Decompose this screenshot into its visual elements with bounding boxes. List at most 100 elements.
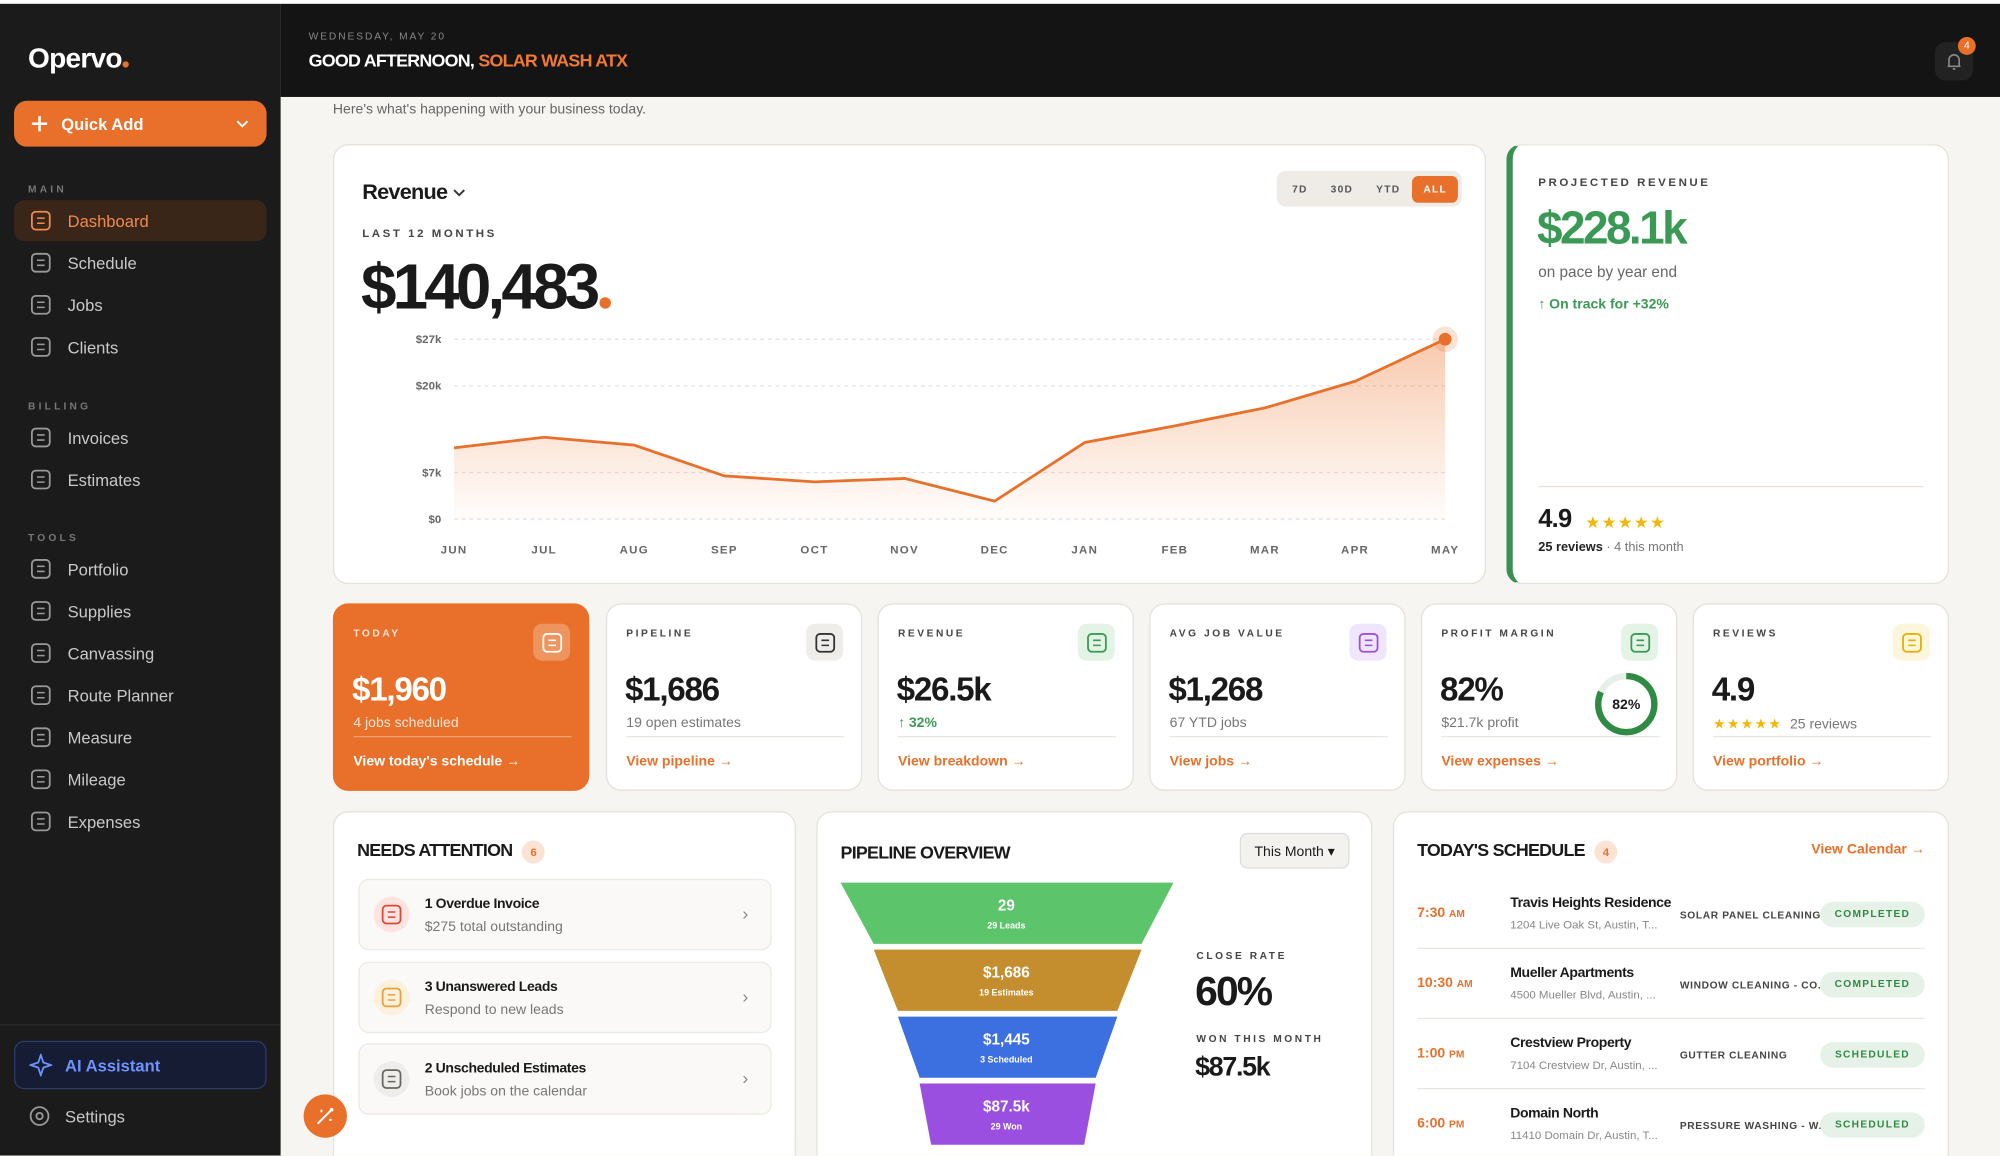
stars: ★★★★★: [1713, 716, 1783, 733]
kpi-value: $1,686: [624, 669, 720, 708]
nav-heading: MAIN: [28, 183, 67, 196]
chevron: ›: [742, 903, 749, 924]
attention-item-sub: Respond to new leads: [424, 1001, 564, 1018]
icon: [30, 469, 51, 490]
x-tick-label: JUL: [531, 545, 557, 557]
schedule-row[interactable]: 7:30 AM Travis Heights Residence 1204 Live …: [1394, 889, 1948, 953]
kpi-card[interactable]: AVG JOB VALUE $1,268 67 YTD jobs View jobs …: [1149, 603, 1406, 791]
quick-add-label: Quick Add: [61, 114, 144, 134]
kpi-link[interactable]: View expenses →: [1441, 753, 1559, 770]
range-option[interactable]: YTD: [1376, 183, 1401, 195]
kpi-link[interactable]: View portfolio →: [1713, 753, 1824, 770]
icon: [30, 601, 51, 621]
time-ampm: AM: [1449, 908, 1465, 920]
x-tick-label: MAY: [1431, 545, 1459, 557]
subtitle: Here's what's happening with your busine…: [332, 102, 647, 118]
range-option[interactable]: 30D: [1330, 183, 1354, 195]
nav-item[interactable]: Mileage: [14, 759, 267, 800]
time: 10:30 AM: [1417, 976, 1473, 991]
attention-item-title: 3 Unanswered Leads: [424, 978, 558, 995]
kpi-sub: $21.7k profit: [1441, 716, 1518, 731]
icon-shape: [30, 427, 51, 448]
kpi-card[interactable]: PROFIT MARGIN 82% $21.7k profit View expens…: [1420, 603, 1678, 791]
nav-label: Invoices: [67, 427, 129, 448]
icon: [814, 632, 835, 653]
divider: [1538, 485, 1924, 488]
x-tick-label: NOV: [890, 545, 919, 557]
range-switch: 7D 30D YTD ALL: [1276, 170, 1463, 207]
kpi-link[interactable]: View today's schedule →: [353, 753, 521, 770]
divider: [1417, 1017, 1925, 1020]
funnel-stage: [873, 949, 1142, 1011]
icon-shape: [36, 434, 45, 441]
attention-item-title: 1 Overdue Invoice: [424, 896, 540, 912]
nav-item[interactable]: Supplies: [14, 591, 267, 632]
ai-assistant-button[interactable]: AI Assistant: [14, 1040, 267, 1090]
divider: [1169, 735, 1388, 738]
kpi-sub-text: ↑ 32%: [897, 715, 937, 731]
attention-item[interactable]: 3 Unanswered Leads Respond to new leads ›: [358, 961, 772, 1033]
icon: [30, 727, 51, 748]
period-dropdown[interactable]: This Month ▾: [1239, 832, 1350, 869]
funnel-label: 3 Scheduled: [980, 1054, 1032, 1064]
kpi-card[interactable]: PIPELINE $1,686 19 open estimates View pipe…: [605, 603, 863, 791]
time-value: 7:30: [1417, 905, 1446, 921]
logo-text: Opervo: [28, 42, 122, 74]
kpi-link[interactable]: View jobs →: [1169, 753, 1253, 770]
icon-shape: [30, 643, 51, 663]
schedule-title-text: TODAY'S SCHEDULE: [1417, 839, 1585, 860]
reviews-line: 25 reviews · 4 this month: [1538, 541, 1683, 555]
kpi-link[interactable]: View pipeline →: [626, 753, 733, 770]
attention-item-sub: Book jobs on the calendar: [424, 1084, 587, 1100]
icon-shape: [30, 337, 51, 357]
nav-item[interactable]: Invoices: [14, 417, 267, 458]
revenue-total: $140,483: [361, 250, 611, 324]
nav-item[interactable]: Canvassing: [14, 633, 267, 674]
kpi-value: $1,268: [1168, 669, 1263, 708]
settings-item[interactable]: Settings: [14, 1096, 267, 1137]
kpi-card[interactable]: REVIEWS 4.9 ★★★★★ 25 reviews View portfolio …: [1692, 603, 1949, 791]
revenue-chart: $0 $7k $20k $27k JUN JUL AUG SEP OCT NOV DEC JAN FEB…: [416, 326, 1459, 557]
attention-item[interactable]: 1 Overdue Invoice $275 total outstanding ›: [358, 878, 772, 951]
kpi-link[interactable]: View breakdown →: [897, 753, 1026, 770]
icon-shape: [36, 476, 45, 483]
range-option[interactable]: 7D: [1292, 183, 1308, 195]
icon: [30, 643, 51, 663]
nav-item[interactable]: Dashboard: [14, 200, 267, 242]
nav-label: Canvassing: [67, 643, 155, 663]
nav-item[interactable]: Portfolio: [14, 548, 267, 589]
projected-status: ↑ On track for +32%: [1538, 297, 1669, 313]
chevron: [453, 189, 465, 197]
schedule-row[interactable]: 1:00 PM Crestview Property 7104 Crestview D…: [1394, 1029, 1948, 1093]
range-option[interactable]: ALL: [1411, 175, 1459, 203]
nav-item[interactable]: Estimates: [14, 459, 267, 500]
job-address: 4500 Mueller Blvd, Austin, ...: [1510, 988, 1656, 1002]
revenue-title[interactable]: Revenue: [362, 180, 465, 206]
kpi-card[interactable]: TODAY $1,960 4 jobs scheduled View today's …: [332, 603, 590, 791]
attention-card: NEEDS ATTENTION 6 1 Overdue Invoice $275 …: [332, 811, 796, 1156]
top-edge: [0, 0, 2000, 4]
funnel-value: 29: [998, 898, 1015, 915]
notification-button[interactable]: 4: [1934, 36, 1976, 81]
view-calendar-link[interactable]: View Calendar →: [1811, 841, 1925, 858]
nav-item[interactable]: Expenses: [14, 801, 267, 842]
nav-item[interactable]: Jobs: [14, 284, 267, 325]
divider: [0, 1024, 281, 1026]
quick-add-button[interactable]: Quick Add: [14, 100, 267, 147]
schedule-row[interactable]: 6:00 PM Domain North 11410 Domain Dr, Austi…: [1394, 1099, 1948, 1155]
chevron: ›: [742, 985, 749, 1006]
line: [453, 338, 1446, 503]
point: [1438, 332, 1452, 346]
nav-item[interactable]: Clients: [14, 327, 267, 368]
nav-item[interactable]: Measure: [14, 717, 267, 758]
x-tick-label: APR: [1341, 545, 1369, 557]
divider: [1417, 1088, 1925, 1090]
ai-label: AI Assistant: [65, 1055, 161, 1075]
floating-tool-button[interactable]: [303, 1094, 347, 1138]
kpi-icon: [1621, 623, 1659, 661]
kpi-card[interactable]: REVENUE $26.5k ↑ 32% View breakdown →: [877, 603, 1134, 791]
schedule-row[interactable]: 10:30 AM Mueller Apartments 4500 Mueller Bl…: [1394, 959, 1948, 1023]
nav-item[interactable]: Route Planner: [14, 675, 267, 716]
nav-item[interactable]: Schedule: [14, 242, 267, 283]
attention-item[interactable]: 2 Unscheduled Estimates Book jobs on the …: [358, 1043, 772, 1115]
